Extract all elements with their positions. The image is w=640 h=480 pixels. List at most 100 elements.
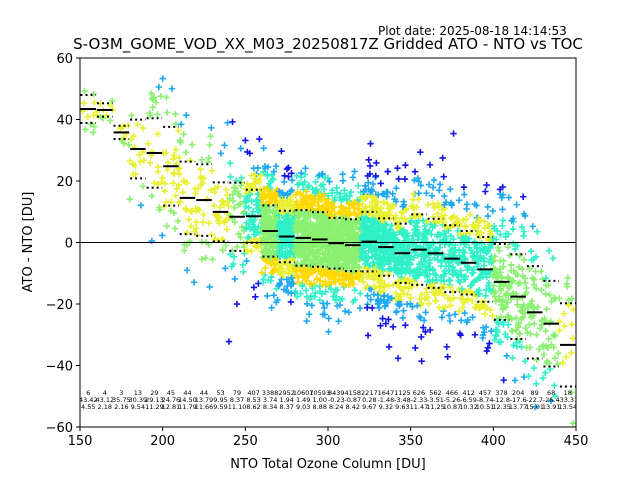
data-point [132,171,140,178]
data-point [496,293,503,300]
data-point [461,309,468,317]
data-point [328,203,336,210]
data-point [302,287,310,294]
data-point [494,274,501,281]
data-point [468,297,476,305]
data-point [400,307,407,314]
data-point [270,292,278,299]
data-point [303,317,310,325]
data-point [364,332,372,339]
data-point [441,229,448,237]
data-point [188,141,196,148]
data-point [545,335,552,342]
data-point [428,192,436,199]
data-point [302,227,310,234]
data-point [499,296,506,304]
data-point [248,198,255,205]
data-point [393,185,400,192]
data-point [450,270,457,278]
bin-stat-label: 29.13 [145,396,164,404]
data-point [312,289,319,297]
data-point [458,271,465,279]
data-point [325,315,332,322]
data-point [381,281,388,288]
bin-stat-label: 43.12 [95,396,114,404]
data-point [417,149,424,156]
data-point [415,229,422,236]
data-point [325,252,332,259]
data-point [522,279,529,287]
data-point [450,130,457,137]
data-point [136,151,143,159]
data-point [314,213,321,220]
data-point [219,197,226,205]
data-point [240,210,247,217]
data-point [481,218,488,225]
data-point [358,253,365,260]
data-point [509,354,516,361]
data-point [424,267,431,274]
data-point [564,283,571,290]
data-point [237,145,245,152]
data-point [533,380,540,387]
data-point [554,360,561,368]
data-point [326,178,333,185]
data-point [471,240,478,247]
data-point [504,314,511,321]
bin-stat-label: 44 [183,389,191,397]
data-point [478,229,485,237]
data-point [346,192,353,200]
bin-stat-label: 4.55 [81,403,95,411]
data-point [375,279,383,286]
data-point [568,389,575,396]
bin-stat-label: -3.51 [427,396,444,404]
bin-stat-label: 53 [216,389,224,397]
data-point [268,273,275,281]
data-point [278,148,285,155]
data-point [246,191,254,198]
data-point [308,205,315,212]
data-point [218,236,226,243]
data-point [177,136,184,144]
data-point [514,321,522,329]
bin-stat-label: 12.35 [492,403,511,411]
data-point [192,218,200,226]
data-point [367,230,374,237]
data-point [157,92,164,100]
data-point [159,232,166,239]
data-point [418,258,425,265]
data-point [503,352,510,359]
data-point [312,266,319,273]
data-point [310,243,317,251]
data-point [221,219,228,226]
data-point [155,83,163,91]
data-point [381,223,388,231]
data-point [470,224,477,231]
y-tick-label: −20 [46,298,73,313]
data-point [335,230,342,238]
data-point [161,187,168,195]
data-point [276,264,283,272]
data-point [484,212,492,220]
data-point [182,206,190,214]
data-point [250,284,258,291]
bin-stat-label: 79 [233,389,241,397]
data-point [329,259,336,267]
bin-stat-label: 1.94 [279,396,293,404]
data-point [257,172,264,179]
data-point [269,189,276,196]
data-point [182,149,190,156]
data-point [214,217,222,224]
data-point [450,235,457,243]
scatter-points [80,75,576,427]
data-point [154,163,162,171]
data-point [270,218,277,225]
data-point [505,230,512,238]
data-point [350,281,357,288]
data-point [262,257,270,265]
data-point [486,228,494,235]
bin-stat-label: -0.23 [328,396,345,404]
data-point [467,211,474,218]
data-point [91,99,98,106]
data-point [137,202,145,209]
